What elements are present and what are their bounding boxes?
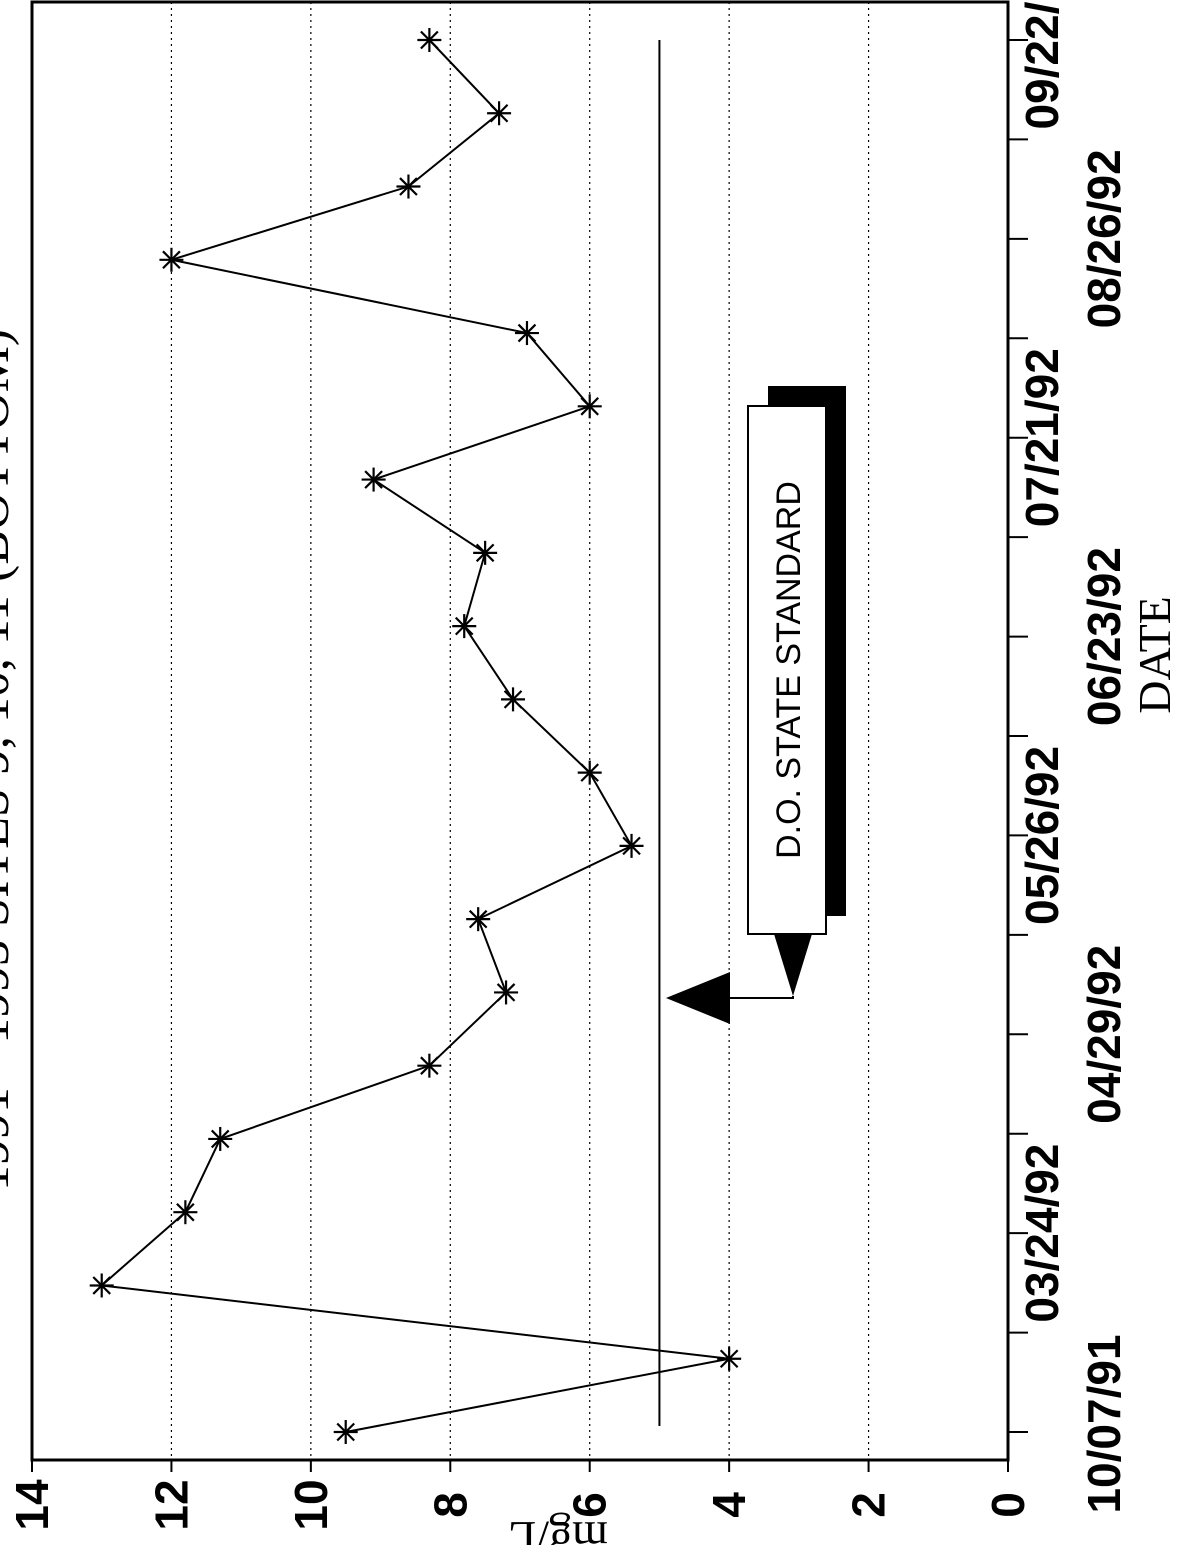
data-point — [577, 394, 602, 419]
data-point — [494, 980, 519, 1005]
data-point — [577, 760, 602, 785]
callout-connector — [728, 996, 794, 999]
x-tick-label: 03/24/92 — [1016, 1144, 1068, 1323]
chart-title-group: 1991 - 1993 SITES 9, 10, 11 (BOTTOM) — [0, 329, 20, 1191]
axes-group — [30, 0, 1028, 1472]
chart-title: 1991 - 1993 SITES 9, 10, 11 (BOTTOM) — [0, 329, 20, 1191]
y-tick-label: 6 — [564, 1492, 616, 1518]
data-point — [452, 614, 477, 639]
callout-box — [747, 405, 827, 935]
y-axis-title: mg/L — [508, 1512, 608, 1545]
y-tick-label: 8 — [424, 1492, 476, 1518]
series-group — [89, 28, 742, 1444]
axis-labels-group: 0 2 4 6 8 10 12 14 10/07/9103/24/9204/29/9205/26… — [6, 0, 1180, 1545]
data-point — [619, 833, 644, 858]
x-tick-label: 09/22/92 — [1016, 0, 1068, 130]
data-point — [417, 28, 442, 52]
plot-frame — [30, 0, 1010, 1462]
data-point — [417, 1053, 442, 1078]
x-tick-label: 10/07/91 — [1078, 1334, 1130, 1513]
data-point — [501, 687, 526, 712]
x-tick-label: 08/26/92 — [1078, 149, 1130, 328]
data-point — [473, 540, 498, 565]
callout-label: D.O. STATE STANDARD — [770, 481, 808, 859]
data-point — [173, 1200, 198, 1225]
x-tick-label: 07/21/92 — [1016, 348, 1068, 527]
data-point — [487, 101, 512, 126]
y-tick-label: 10 — [285, 1479, 337, 1530]
y-tick-label: 2 — [843, 1492, 895, 1518]
data-point — [361, 467, 386, 492]
data-point — [717, 1346, 742, 1371]
x-axis-title: DATE — [1129, 596, 1180, 714]
x-tick-label: 06/23/92 — [1078, 547, 1130, 726]
y-tick-label: 12 — [145, 1479, 197, 1530]
callout-tail — [774, 934, 812, 996]
callout-arrowhead — [666, 972, 730, 1024]
data-point — [514, 321, 539, 346]
series-line — [99, 39, 730, 1433]
data-point — [159, 247, 184, 272]
y-tick-label: 4 — [703, 1492, 755, 1518]
data-point — [333, 1420, 358, 1444]
y-tick-label: 14 — [6, 1479, 58, 1531]
data-point — [466, 907, 491, 932]
y-tick-label: 0 — [982, 1492, 1034, 1518]
data-point — [89, 1273, 114, 1298]
data-point — [396, 174, 421, 199]
x-tick-label: 04/29/92 — [1078, 945, 1130, 1124]
state-standard-callout: D.O. STATE STANDARD — [666, 386, 846, 1024]
x-tick-label: 05/26/92 — [1016, 746, 1068, 925]
data-point — [208, 1126, 233, 1151]
